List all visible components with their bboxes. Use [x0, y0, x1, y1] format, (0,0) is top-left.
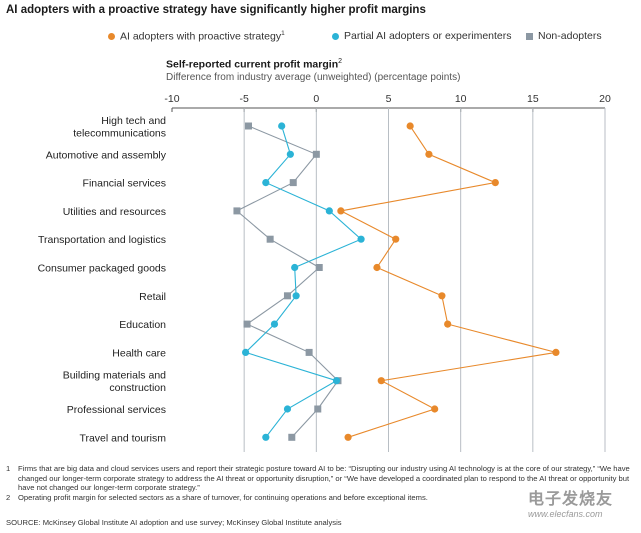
data-point — [244, 122, 252, 130]
data-point — [425, 150, 433, 158]
x-tick-label: -10 — [164, 93, 179, 105]
category-label: Professional services — [67, 404, 166, 416]
data-point — [266, 235, 274, 243]
data-point — [377, 377, 385, 385]
data-point — [332, 377, 341, 385]
data-point — [344, 433, 352, 441]
footnote-2-text: Operating profit margin for selected sec… — [18, 493, 428, 503]
chart-title: AI adopters with a proactive strategy ha… — [6, 4, 426, 16]
legend-item-partial: Partial AI adopters or experimenters — [332, 30, 512, 42]
data-point — [552, 348, 560, 356]
legend-marker-non — [526, 32, 533, 40]
category-label: construction — [109, 382, 166, 394]
x-tick-label: 15 — [527, 93, 539, 105]
data-point — [278, 122, 286, 130]
data-point — [373, 263, 381, 272]
data-point — [325, 207, 333, 215]
data-point — [357, 235, 365, 243]
footnotes: 1 Firms that are big data and cloud serv… — [6, 464, 631, 503]
data-point — [262, 433, 270, 441]
data-point — [233, 207, 241, 215]
data-point — [291, 263, 299, 272]
chart-subtitle-sup: 2 — [338, 58, 343, 65]
x-tick-label: 20 — [599, 93, 611, 105]
footnote-2-number: 2 — [6, 493, 11, 503]
data-point — [288, 433, 296, 441]
data-point — [312, 150, 320, 158]
chart-subtitle-text: Self-reported current profit margin — [166, 58, 339, 71]
legend-marker-partial — [332, 32, 339, 40]
legend-sup-proactive: 1 — [281, 30, 285, 37]
chart-axis-description: Difference from industry average (unweig… — [166, 72, 461, 83]
legend-item-proactive: AI adopters with proactive strategy1 — [108, 30, 285, 43]
watermark-url: www.elecfans.com — [528, 509, 603, 519]
x-tick-label: 0 — [313, 93, 319, 105]
category-label: Financial services — [83, 178, 166, 190]
data-point — [283, 292, 291, 300]
source-note: SOURCE: McKinsey Global Institute AI ado… — [6, 518, 342, 527]
category-label: Automotive and assembly — [46, 149, 167, 161]
footnote-1-number: 1 — [6, 464, 11, 473]
category-label: Transportation and logistics — [38, 234, 166, 246]
data-point — [262, 179, 270, 187]
category-label: Retail — [139, 291, 166, 303]
x-tick-label: -5 — [239, 93, 248, 105]
legend-label-proactive: AI adopters with proactive strategy — [120, 30, 282, 43]
dot-plot-chart: -10 -5 0 5 10 15 20 High tech andtelecommunicat… — [38, 93, 611, 452]
category-label: High tech and — [101, 115, 166, 127]
data-point — [431, 405, 439, 413]
watermark-brand: 电子发烧友 — [528, 491, 614, 508]
legend-marker-proactive — [108, 33, 115, 41]
watermark: 电子发烧友 www.elecfans.com — [528, 485, 628, 521]
series-line — [235, 125, 339, 438]
data-point — [286, 150, 294, 158]
data-point — [243, 320, 251, 328]
footnote-2: 2 Operating profit margin for selected s… — [6, 493, 631, 503]
series-line — [244, 125, 363, 438]
x-tick-label: 5 — [386, 93, 392, 105]
category-label: telecommunications — [73, 127, 166, 139]
data-point — [289, 179, 297, 187]
data-point — [337, 207, 345, 215]
data-point — [438, 292, 446, 300]
x-tick-label: 10 — [455, 93, 467, 105]
series-line — [339, 125, 557, 438]
data-point — [283, 405, 292, 413]
category-label: Utilities and resources — [63, 206, 166, 218]
data-point — [406, 122, 414, 130]
chart-subtitle: Self-reported current profit margin2 — [166, 58, 342, 71]
footnote-1-text: Firms that are big data and cloud servic… — [18, 464, 630, 493]
data-point — [315, 264, 323, 271]
legend-label-partial: Partial AI adopters or experimenters — [344, 30, 512, 42]
data-point — [491, 179, 499, 187]
category-label: Education — [119, 319, 166, 331]
data-point — [392, 235, 400, 243]
category-label: Travel and tourism — [79, 432, 166, 444]
legend-item-non: Non-adopters — [526, 30, 602, 42]
data-point — [242, 348, 250, 356]
data-point — [305, 348, 313, 356]
data-point — [314, 405, 322, 413]
category-label: Consumer packaged goods — [38, 263, 166, 275]
data-point — [270, 320, 279, 328]
category-label: Building materials and — [63, 369, 166, 381]
footnote-1: 1 Firms that are big data and cloud serv… — [6, 464, 631, 493]
category-label: Health care — [112, 347, 166, 359]
data-point — [292, 292, 300, 300]
data-point — [444, 320, 452, 328]
legend-label-non: Non-adopters — [538, 30, 602, 42]
